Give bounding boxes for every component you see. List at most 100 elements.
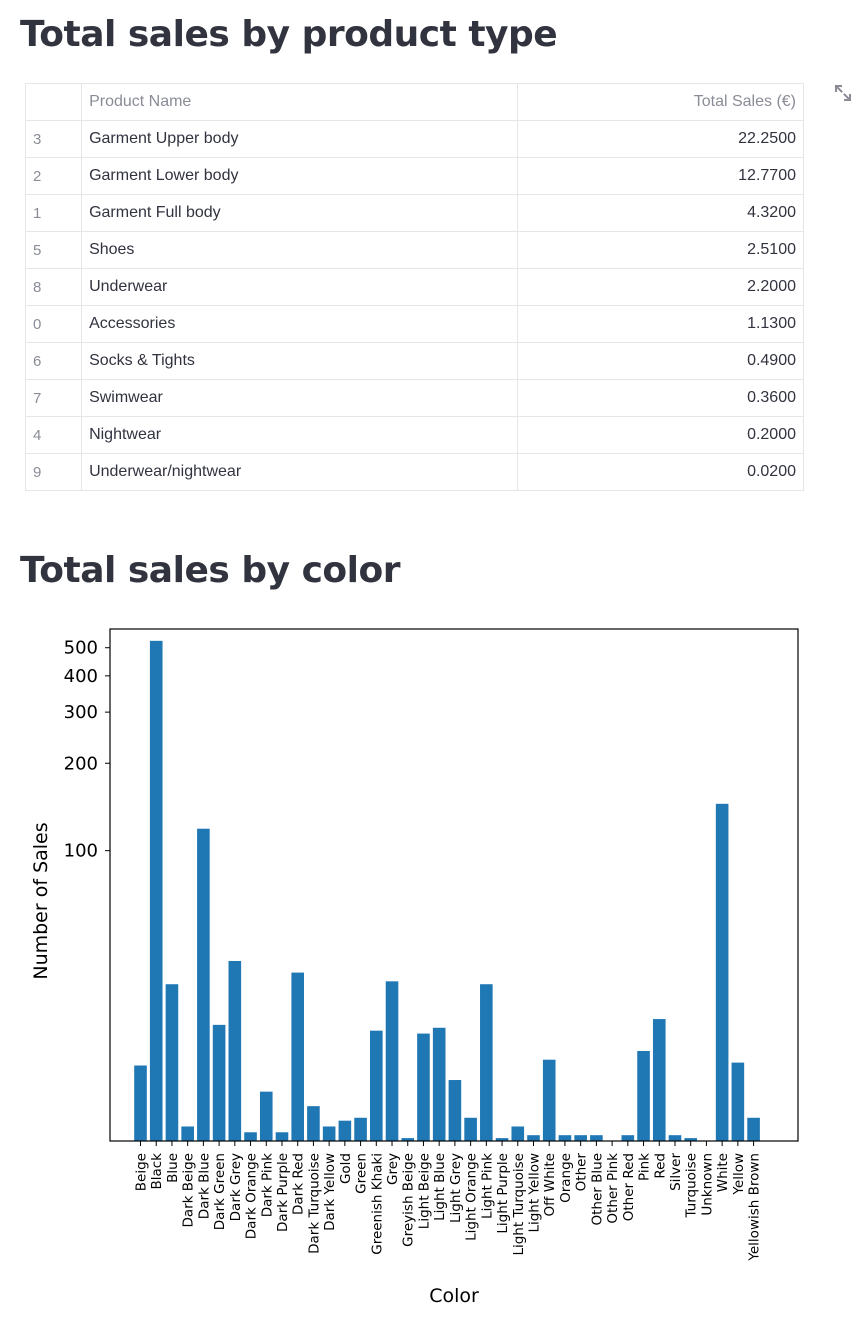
y-tick-label: 500 <box>64 638 98 659</box>
bar <box>149 640 163 1141</box>
product-type-title: Total sales by product type <box>20 14 558 55</box>
table-row[interactable]: 9 Underwear/nightwear 0.0200 <box>24 453 805 491</box>
table-row[interactable]: 6 Socks & Tights 0.4900 <box>24 342 805 380</box>
table-row[interactable]: 7 Swimwear 0.3600 <box>24 379 805 417</box>
y-tick-label: 200 <box>64 753 98 774</box>
x-tick-label: Dark Orange <box>244 1153 260 1239</box>
product-name-cell: Underwear <box>81 268 518 306</box>
total-sales-cell: 0.3600 <box>516 379 805 417</box>
total-sales-cell: 0.0200 <box>516 453 805 491</box>
bar <box>448 1080 462 1141</box>
x-tick-label: Light Yellow <box>527 1153 543 1233</box>
row-index: 9 <box>24 453 83 491</box>
table-row[interactable]: 5 Shoes 2.5100 <box>24 231 805 269</box>
row-index: 3 <box>24 120 83 158</box>
x-tick-label: Dark Purple <box>275 1153 291 1232</box>
bar <box>401 1138 415 1141</box>
product-name-header[interactable]: Product Name <box>81 83 518 121</box>
x-tick-label: Yellowish Brown <box>747 1153 763 1262</box>
plot-frame <box>109 628 799 1142</box>
color-chart-title: Total sales by color <box>20 550 401 591</box>
x-tick-label: Green <box>354 1153 370 1194</box>
bar <box>370 1030 383 1141</box>
bar <box>527 1135 540 1141</box>
y-axis-label: Number of Sales <box>30 822 52 979</box>
bar <box>385 981 399 1141</box>
table-row[interactable]: 8 Underwear 2.2000 <box>24 268 805 306</box>
y-tick-label: 400 <box>64 666 98 687</box>
bar <box>322 1126 336 1141</box>
table-row[interactable]: 0 Accessories 1.1300 <box>24 305 805 343</box>
product-name-cell: Accessories <box>81 305 518 343</box>
x-tick-label: Silver <box>668 1153 684 1191</box>
x-axis-label: Color <box>429 1285 479 1307</box>
product-name-cell: Garment Upper body <box>81 120 518 158</box>
bar <box>275 1132 289 1141</box>
table-row[interactable]: 1 Garment Full body 4.3200 <box>24 194 805 232</box>
bar <box>338 1120 352 1141</box>
total-sales-cell: 4.3200 <box>516 194 805 232</box>
x-tick-label: Dark Blue <box>196 1153 212 1219</box>
bar <box>480 984 493 1141</box>
x-tick-label: Other Pink <box>605 1153 621 1224</box>
bar <box>291 972 304 1141</box>
x-tick-label: Greyish Beige <box>401 1153 417 1247</box>
table-row[interactable]: 3 Garment Upper body 22.2500 <box>24 120 805 158</box>
row-index: 7 <box>24 379 83 417</box>
x-tick-label: Other Blue <box>589 1153 605 1226</box>
bar <box>165 984 179 1141</box>
x-tick-label: Pink <box>637 1153 653 1181</box>
product-name-cell: Nightwear <box>81 416 518 454</box>
bar <box>637 1050 650 1141</box>
x-tick-label: Light Turquoise <box>511 1153 527 1256</box>
row-index: 5 <box>24 231 83 269</box>
expand-icon[interactable] <box>834 84 852 102</box>
x-tick-label: Light Grey <box>448 1153 464 1223</box>
sales-table: Product Name Total Sales (€) 3 Garment Up… <box>24 83 805 491</box>
x-tick-label: Red <box>652 1153 668 1179</box>
bar <box>621 1135 635 1141</box>
total-sales-cell: 0.4900 <box>516 342 805 380</box>
table-row[interactable]: 2 Garment Lower body 12.7700 <box>24 157 805 195</box>
total-sales-cell: 2.5100 <box>516 231 805 269</box>
product-name-cell: Socks & Tights <box>81 342 518 380</box>
x-tick-label: Other <box>574 1153 590 1192</box>
x-tick-label: Grey <box>385 1153 401 1185</box>
table-row[interactable]: 4 Nightwear 0.2000 <box>24 416 805 454</box>
y-tick-label: 300 <box>64 702 98 723</box>
row-index: 2 <box>24 157 83 195</box>
row-index: 4 <box>24 416 83 454</box>
row-index: 8 <box>24 268 83 306</box>
bar <box>244 1132 257 1141</box>
bar <box>542 1059 556 1141</box>
x-tick-label: Light Blue <box>432 1153 448 1221</box>
bar <box>715 803 729 1141</box>
row-index: 0 <box>24 305 83 343</box>
product-name-cell: Underwear/nightwear <box>81 453 518 491</box>
bar <box>181 1126 194 1141</box>
bar <box>652 1019 666 1141</box>
bar <box>464 1117 477 1141</box>
x-tick-label: Unknown <box>699 1153 715 1216</box>
total-sales-header[interactable]: Total Sales (€) <box>516 83 805 121</box>
bar <box>307 1106 320 1141</box>
x-tick-label: Dark Red <box>291 1153 307 1215</box>
x-tick-label: Dark Pink <box>259 1153 275 1217</box>
bar <box>511 1126 525 1141</box>
bar <box>731 1062 745 1141</box>
bar <box>747 1117 760 1141</box>
x-tick-label: Black <box>149 1153 165 1190</box>
x-tick-label: Beige <box>134 1153 150 1191</box>
x-tick-label: Light Pink <box>479 1153 495 1219</box>
row-index: 1 <box>24 194 83 232</box>
x-tick-label: Turquoise <box>684 1153 700 1219</box>
x-tick-label: Light Purple <box>495 1153 511 1234</box>
bar <box>668 1135 682 1141</box>
bar <box>558 1135 572 1141</box>
x-tick-label: Light Orange <box>464 1153 480 1241</box>
y-tick-label: 100 <box>64 841 98 862</box>
bar <box>684 1138 697 1141</box>
x-tick-label: Gold <box>338 1153 354 1184</box>
index-header[interactable] <box>24 83 83 121</box>
